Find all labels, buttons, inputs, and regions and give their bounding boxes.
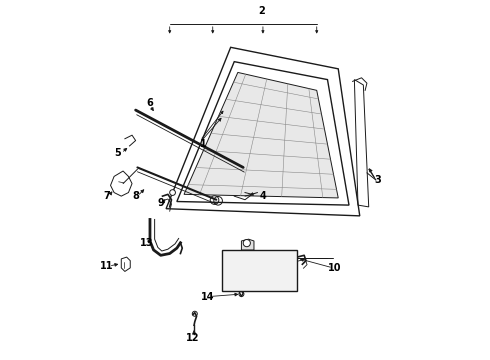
Text: 4: 4 xyxy=(260,191,266,201)
Circle shape xyxy=(170,190,175,195)
Text: 14: 14 xyxy=(200,292,214,302)
Circle shape xyxy=(243,239,250,247)
Text: 2: 2 xyxy=(258,6,265,16)
Text: 9: 9 xyxy=(157,198,164,208)
Text: 13: 13 xyxy=(140,238,153,248)
Text: 7: 7 xyxy=(103,191,110,201)
Text: 3: 3 xyxy=(374,175,381,185)
Bar xyxy=(221,250,297,291)
Text: 8: 8 xyxy=(132,191,139,201)
Text: 1: 1 xyxy=(200,139,207,149)
Text: 11: 11 xyxy=(100,261,114,271)
Text: 12: 12 xyxy=(186,333,200,343)
Text: 5: 5 xyxy=(114,148,121,158)
Text: 10: 10 xyxy=(328,263,342,273)
Polygon shape xyxy=(184,72,338,198)
Text: 6: 6 xyxy=(147,98,153,108)
Polygon shape xyxy=(242,239,254,250)
